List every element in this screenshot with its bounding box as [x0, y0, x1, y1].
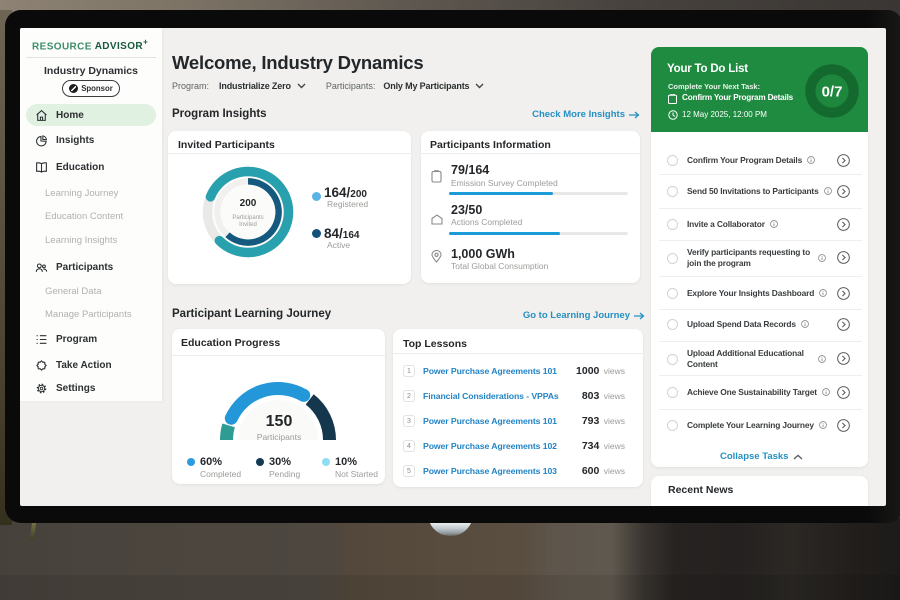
- svg-text:200: 200: [240, 198, 257, 209]
- svg-text:Invited: Invited: [239, 222, 257, 228]
- svg-text:Participants: Participants: [232, 215, 263, 221]
- svg-text:0/7: 0/7: [822, 84, 843, 101]
